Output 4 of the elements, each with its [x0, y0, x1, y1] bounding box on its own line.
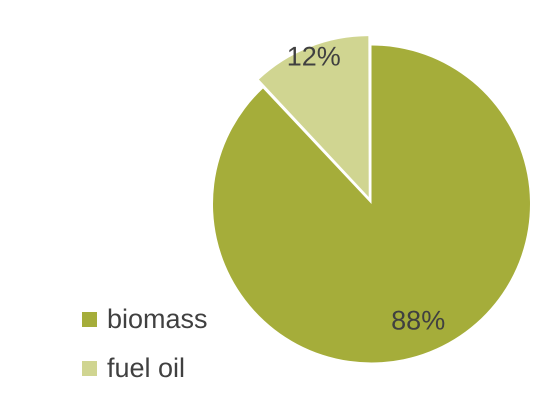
legend-label: fuel oil [107, 353, 186, 384]
data-label: 12% [286, 42, 341, 72]
data-label: 88% [391, 305, 446, 336]
legend-label: biomass [107, 304, 208, 335]
